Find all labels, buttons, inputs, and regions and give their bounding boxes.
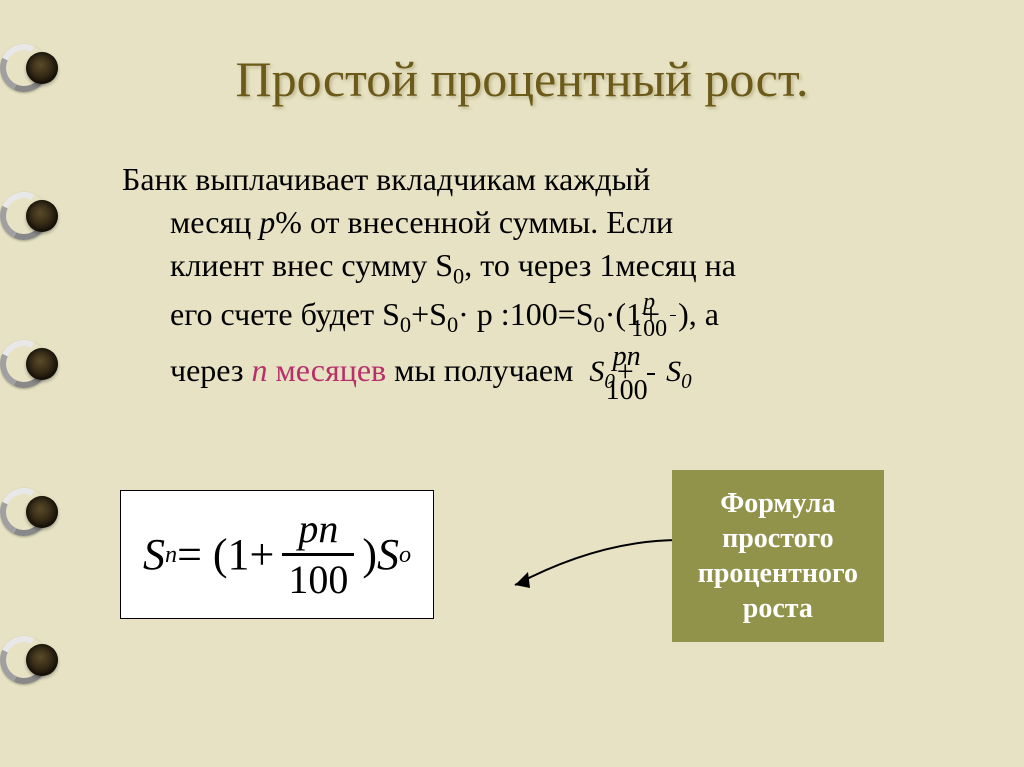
inline-formula: S0+ pn100 S0 bbox=[589, 355, 691, 388]
text: ), а bbox=[678, 296, 719, 332]
ring-hole bbox=[6, 484, 64, 542]
subscript: 0 bbox=[453, 264, 464, 289]
ring-hole bbox=[6, 632, 64, 690]
main-formula: Sn = (1+ pn100)So bbox=[120, 490, 434, 619]
callout-line: процентного bbox=[698, 556, 858, 591]
fraction: p100 bbox=[670, 290, 676, 341]
arrow-icon bbox=[500, 530, 690, 610]
formula-area: Sn = (1+ pn100)So Формула простого проце… bbox=[110, 460, 934, 700]
slide: Простой процентный рост. Банк выплачивае… bbox=[0, 0, 1024, 767]
var-n: п bbox=[252, 352, 268, 388]
text: его счете будет S bbox=[170, 296, 400, 332]
ring-hole bbox=[6, 336, 64, 394]
text: Банк выплачивает вкладчикам каждый bbox=[122, 161, 650, 197]
text: % от внесенной суммы. Если bbox=[275, 204, 673, 240]
subscript: 0 bbox=[400, 312, 411, 337]
text: мы получаем bbox=[386, 352, 573, 388]
fraction: pn100 bbox=[282, 509, 354, 600]
var-p: р bbox=[259, 204, 275, 240]
slide-title: Простой процентный рост. bbox=[110, 50, 934, 108]
fraction: pn100 bbox=[647, 343, 655, 405]
ring-hole bbox=[6, 40, 64, 98]
text: , то через 1месяц на bbox=[464, 247, 736, 283]
spiral-binding bbox=[0, 0, 70, 767]
text: через bbox=[170, 352, 252, 388]
callout-line: роста bbox=[698, 591, 858, 626]
text: месяц bbox=[170, 204, 259, 240]
text: · р :100=S bbox=[458, 296, 593, 332]
highlight-word: месяцев bbox=[268, 352, 387, 388]
callout-line: Формула bbox=[698, 486, 858, 521]
text: +S bbox=[411, 296, 447, 332]
text: клиент внес сумму S bbox=[170, 247, 453, 283]
subscript: 0 bbox=[447, 312, 458, 337]
ring-hole bbox=[6, 188, 64, 246]
callout-box: Формула простого процентного роста bbox=[672, 470, 884, 642]
subscript: 0 bbox=[594, 312, 605, 337]
callout-line: простого bbox=[698, 521, 858, 556]
body-paragraph: Банк выплачивает вкладчикам каждый месяц… bbox=[122, 158, 934, 405]
